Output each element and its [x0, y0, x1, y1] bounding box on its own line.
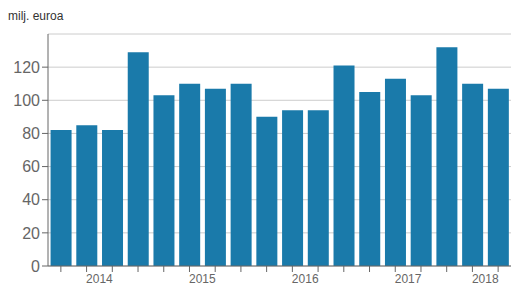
svg-text:40: 40 [22, 191, 40, 208]
svg-text:2016: 2016 [292, 272, 319, 286]
svg-text:100: 100 [13, 92, 40, 109]
svg-text:2014: 2014 [86, 272, 113, 286]
svg-text:120: 120 [13, 59, 40, 76]
svg-text:60: 60 [22, 158, 40, 175]
html-text:milj. euroa: milj. euroa [8, 9, 64, 23]
svg-text:2018: 2018 [472, 272, 499, 286]
svg-text:80: 80 [22, 125, 40, 142]
svg-text:0: 0 [31, 258, 40, 275]
svg-text:20: 20 [22, 225, 40, 242]
svg-text:2015: 2015 [189, 272, 216, 286]
svg-text:2017: 2017 [395, 272, 422, 286]
